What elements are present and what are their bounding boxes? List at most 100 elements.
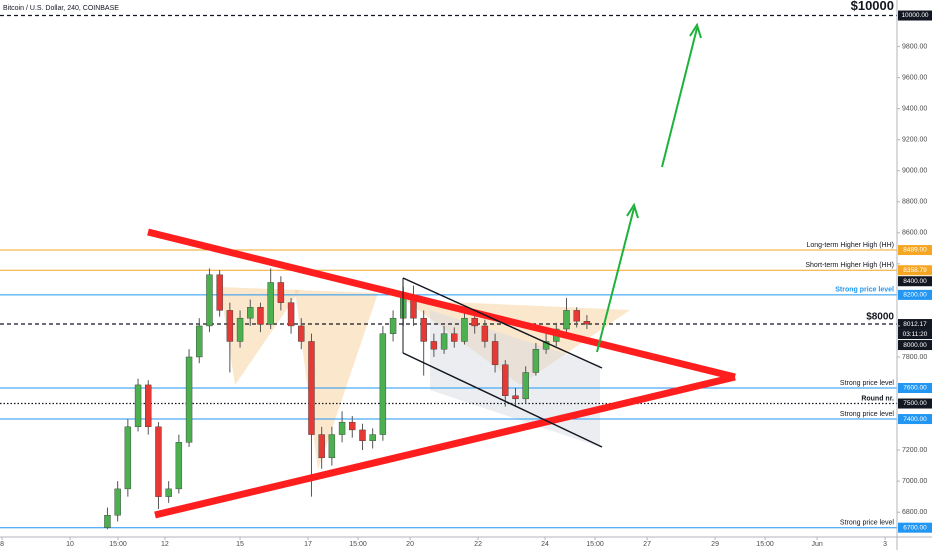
candle-body (104, 515, 111, 528)
candle-body (573, 310, 580, 322)
y-tick-label: 9000.00 (902, 168, 927, 175)
price-badge (898, 265, 932, 276)
channel-upper (402, 277, 603, 369)
candle-body (206, 274, 213, 327)
candle-body (226, 310, 234, 342)
x-tick-label: 15:00 (756, 541, 774, 548)
candle-body (583, 321, 591, 325)
x-tick-label: 29 (711, 541, 719, 548)
candle-body (124, 426, 132, 490)
price-badge (898, 522, 932, 533)
pattern-shade (295, 290, 378, 470)
chart-title: Bitcoin / U.S. Dollar, 240, COINBASE (3, 5, 119, 12)
candle-body (481, 325, 489, 342)
channel-shade (430, 310, 600, 447)
candle-body (185, 356, 193, 443)
price-badge-text: 7500.00 (903, 400, 927, 407)
candle-body (369, 434, 376, 441)
candle-body (430, 341, 438, 350)
candle-body (277, 282, 285, 303)
y-tick-label: 6800.00 (902, 509, 927, 516)
channel-lower (402, 352, 603, 448)
candle-body (165, 488, 172, 497)
x-tick-label: 27 (643, 541, 651, 548)
price-badge (898, 340, 932, 351)
x-tick-label: 15:00 (109, 541, 127, 548)
price-badge (898, 398, 932, 409)
level-text: Strong price level (840, 380, 895, 387)
candle-body (542, 341, 550, 350)
arrow (661, 27, 698, 168)
price-badge (898, 276, 932, 287)
axes: 8 10 15:00 12 15 17 15:00 20 22 24 15:00 27 29 15:00 J… (0, 43, 932, 548)
level-text: Round nr. (861, 395, 894, 402)
level-text: Short-term Higher High (HH) (805, 262, 894, 269)
candle-body (196, 325, 203, 358)
y-tick-label: 8800.00 (902, 199, 927, 206)
x-tick-label: 20 (406, 541, 414, 548)
arrow-head (626, 202, 639, 219)
price-badge-text: 8358.79 (903, 267, 927, 274)
candle-body (145, 384, 152, 428)
candle-body (359, 429, 366, 441)
level-text: Long-term Higher High (HH) (806, 242, 894, 249)
y-tick-label: 7800.00 (902, 354, 927, 361)
x-tick-label: 15:00 (349, 541, 367, 548)
candle-body (502, 364, 509, 396)
candle-body (216, 274, 223, 311)
price-badge-text: 8200.00 (903, 292, 927, 299)
x-tick-label: 3 (883, 541, 887, 548)
candle-body (134, 384, 142, 428)
y-tick-label: 8000.00 (903, 342, 927, 349)
price-badge (898, 319, 932, 330)
y-tick-label: 7000.00 (902, 478, 927, 485)
annotations (147, 22, 736, 519)
candle-body (175, 442, 183, 490)
price-badge (898, 414, 932, 425)
y-tick-label: 8600.00 (902, 230, 927, 237)
level-text: Strong price level (840, 411, 895, 418)
candle-body (389, 317, 397, 334)
candle-body (155, 426, 162, 497)
levels: 10000.00 $10000 8489.00 Long-term Higher Hi… (0, 0, 932, 533)
candle-body (267, 282, 274, 325)
candles (104, 268, 591, 530)
candle-body (532, 349, 540, 373)
level-text: $8000 (866, 312, 894, 323)
x-tick-label: 17 (304, 541, 312, 548)
price-badge-text: 7600.00 (903, 385, 927, 392)
price-badge-text: 7400.00 (903, 416, 927, 423)
x-tick-label: 15 (236, 541, 244, 548)
candle-body (236, 317, 244, 342)
candle-body (328, 434, 336, 459)
candle-body (318, 434, 325, 459)
level-text: $10000 (851, 0, 894, 13)
price-badge-text: 8489.00 (903, 247, 927, 254)
price-badge-text: 10000.00 (901, 12, 928, 19)
arrow-head (689, 22, 702, 39)
candle-body (338, 421, 346, 435)
triangle-lower (154, 373, 736, 519)
price-badge (898, 245, 932, 256)
candle-body (379, 333, 387, 435)
y-tick-label: 8400.00 (903, 278, 927, 285)
y-tick-label: 7200.00 (902, 447, 927, 454)
y-tick-label: 9800.00 (902, 43, 927, 50)
x-tick-label: 10 (66, 541, 74, 548)
countdown-text: 03:11:20 (903, 331, 928, 338)
candle-body (451, 333, 458, 342)
x-tick-label: 8 (0, 541, 4, 548)
candle-body (349, 421, 356, 431)
candle-body (563, 310, 570, 330)
candle-body (461, 317, 468, 342)
level-text: Strong price level (835, 287, 894, 294)
candle-body (298, 325, 305, 342)
price-badge (898, 383, 932, 394)
candle-body (440, 333, 448, 350)
candle-body (287, 302, 295, 327)
level-text: Strong price level (840, 520, 895, 527)
candle-body (308, 341, 315, 435)
candle-body (471, 317, 478, 327)
